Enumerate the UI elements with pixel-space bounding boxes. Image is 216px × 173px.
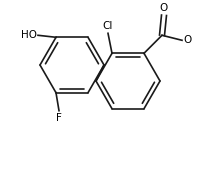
Text: F: F (56, 113, 62, 123)
Text: O: O (160, 3, 168, 13)
Text: O: O (183, 35, 191, 45)
Text: HO: HO (21, 30, 37, 40)
Text: Cl: Cl (103, 21, 113, 31)
